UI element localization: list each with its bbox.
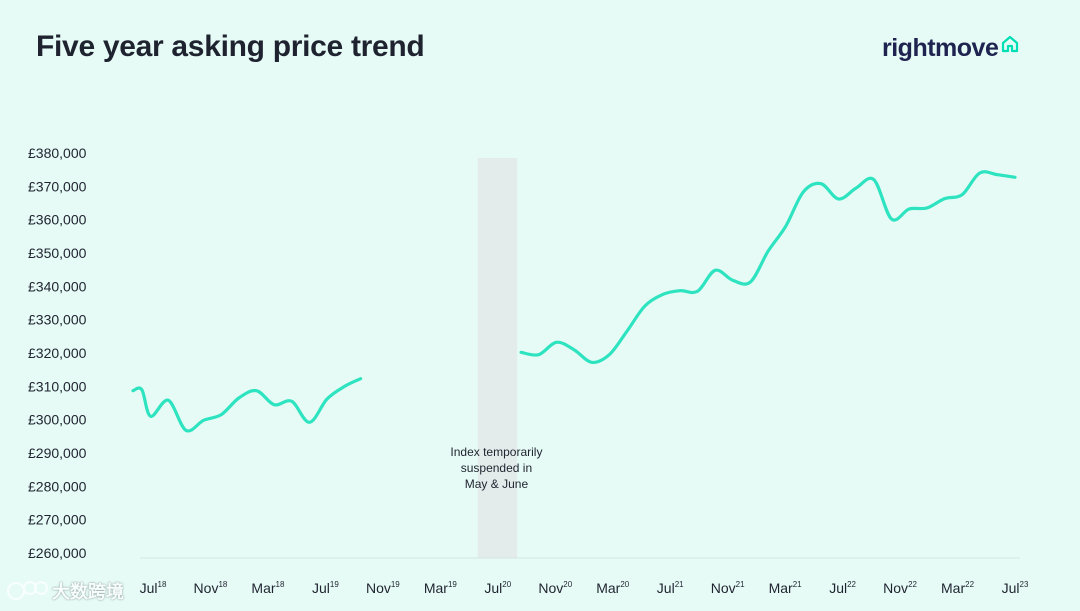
x-tick-label: Jul20 bbox=[484, 580, 511, 596]
x-tick-label: Nov19 bbox=[366, 580, 400, 596]
x-tick-label: Nov21 bbox=[711, 580, 745, 596]
y-tick-label: £300,000 bbox=[28, 412, 87, 428]
y-tick-label: £320,000 bbox=[28, 345, 87, 361]
brand-logo: rightmove bbox=[882, 34, 1020, 63]
suspension-band bbox=[477, 158, 518, 558]
brand-name: rightmove bbox=[882, 34, 999, 62]
watermark: 大数跨境 bbox=[6, 578, 124, 604]
series-line-segment-1 bbox=[131, 377, 363, 433]
page-title: Five year asking price trend bbox=[36, 30, 425, 63]
x-tick-label: Jul21 bbox=[657, 580, 684, 596]
y-tick-label: £280,000 bbox=[28, 478, 87, 494]
x-tick-label: Mar20 bbox=[596, 580, 630, 596]
y-tick-label: £340,000 bbox=[28, 278, 87, 294]
y-tick-label: £290,000 bbox=[28, 445, 87, 461]
series-line-segment-2 bbox=[519, 170, 1017, 365]
gap-annotation: Index temporarily bbox=[450, 445, 542, 459]
y-tick-label: £360,000 bbox=[28, 212, 87, 228]
x-tick-label: Mar22 bbox=[941, 580, 975, 596]
gap-annotation: suspended in bbox=[461, 461, 532, 475]
watermark-text: 大数跨境 bbox=[52, 582, 124, 602]
x-tick-label: Jul23 bbox=[1002, 580, 1029, 596]
x-tick-label: Jul19 bbox=[312, 580, 339, 596]
y-tick-label: £260,000 bbox=[28, 545, 87, 561]
y-tick-label: £380,000 bbox=[28, 145, 87, 161]
house-outline-icon bbox=[1002, 35, 1019, 53]
chat-bubbles-icon bbox=[7, 581, 48, 600]
y-tick-label: £270,000 bbox=[28, 512, 87, 528]
x-tick-label: Mar18 bbox=[251, 580, 285, 596]
gap-annotation: May & June bbox=[465, 477, 529, 491]
y-tick-label: £330,000 bbox=[28, 312, 87, 328]
y-tick-label: £350,000 bbox=[28, 245, 87, 261]
x-tick-label: Mar19 bbox=[424, 580, 458, 596]
x-tick-label: Jul18 bbox=[140, 580, 167, 596]
x-tick-label: Nov20 bbox=[538, 580, 572, 596]
x-tick-label: Jul22 bbox=[829, 580, 856, 596]
y-tick-label: £310,000 bbox=[28, 378, 87, 394]
x-tick-label: Nov18 bbox=[194, 580, 228, 596]
x-tick-label: Nov22 bbox=[883, 580, 917, 596]
x-tick-label: Mar21 bbox=[769, 580, 803, 596]
y-tick-label: £370,000 bbox=[28, 178, 87, 194]
